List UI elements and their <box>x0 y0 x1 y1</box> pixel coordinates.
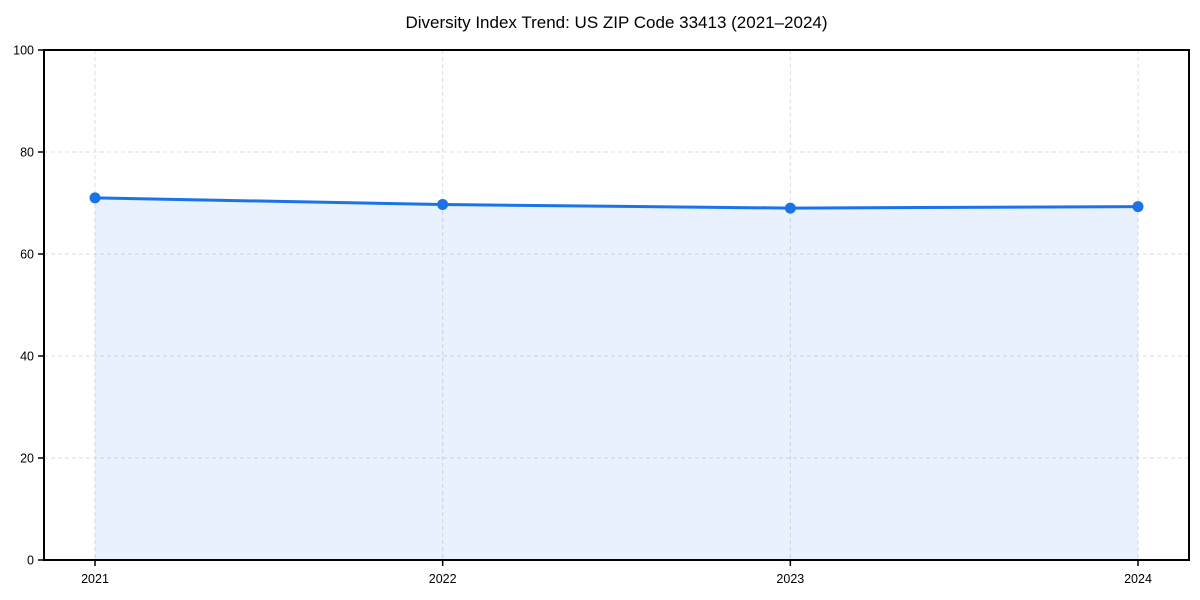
data-point-2023 <box>784 202 796 214</box>
x-tick-label: 2024 <box>1124 572 1152 586</box>
plot-border <box>43 49 1190 561</box>
x-tick-label: 2021 <box>81 572 109 586</box>
y-tick-label: 100 <box>13 44 34 58</box>
y-tick-label: 40 <box>20 350 34 364</box>
y-tick-label: 80 <box>20 146 34 160</box>
area-fill <box>95 197 1138 560</box>
data-point-2024 <box>1132 201 1144 213</box>
x-tick-label: 2023 <box>776 572 804 586</box>
y-tick-label: 0 <box>27 554 34 568</box>
data-point-2021 <box>89 192 101 204</box>
y-tick-label: 60 <box>20 248 34 262</box>
y-tick-label: 20 <box>20 452 34 466</box>
trend-line <box>93 196 1140 210</box>
x-tick-label: 2022 <box>429 572 457 586</box>
data-point-2022 <box>437 199 449 211</box>
chart-title: Diversity Index Trend: US ZIP Code 33413… <box>405 13 828 32</box>
